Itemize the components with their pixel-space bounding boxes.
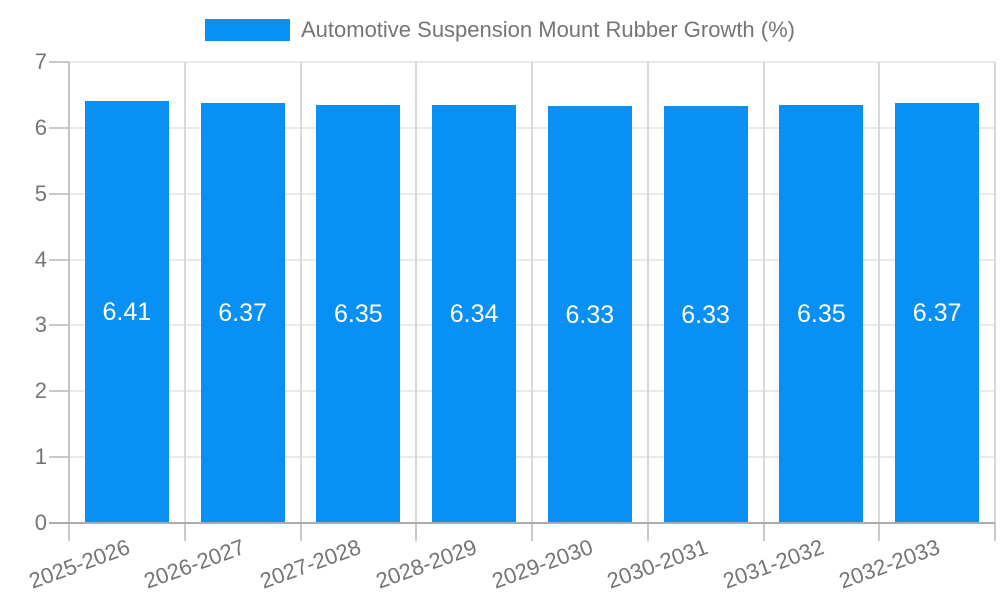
bar: 6.35 — [779, 104, 864, 523]
y-axis-tick — [49, 258, 69, 261]
y-axis-tick-label: 3 — [34, 312, 47, 338]
y-axis-tick — [49, 126, 69, 129]
x-axis-tick — [299, 523, 302, 541]
y-axis-tick — [49, 61, 69, 63]
x-axis-tick — [68, 523, 70, 541]
x-axis-category-label: 2027-2028 — [256, 534, 365, 594]
y-axis-tick — [49, 324, 69, 327]
x-axis-category-label: 2032-2033 — [835, 534, 943, 594]
legend-series-label: Automotive Suspension Mount Rubber Growt… — [300, 17, 795, 42]
x-axis-tick — [994, 523, 996, 541]
x-axis-category-label: 2030-2031 — [604, 534, 712, 594]
vertical-gridline — [299, 62, 302, 523]
bar-value-label: 6.41 — [102, 297, 152, 326]
x-axis-category-label: 2025-2026 — [25, 534, 133, 594]
bar: 6.33 — [663, 106, 748, 523]
x-axis-tick — [878, 523, 881, 541]
bar: 6.41 — [84, 100, 169, 523]
bar: 6.37 — [895, 103, 980, 523]
vertical-gridline — [531, 62, 533, 523]
bar: 6.34 — [432, 105, 517, 523]
vertical-gridline — [646, 62, 649, 523]
vertical-gridline — [994, 62, 996, 523]
y-axis-tick — [49, 192, 69, 195]
y-axis-tick — [49, 390, 69, 393]
bar: 6.33 — [547, 106, 632, 523]
x-axis-tick — [646, 523, 649, 541]
x-axis-category-label: 2029-2030 — [488, 534, 596, 594]
y-axis-tick-label: 0 — [34, 510, 47, 535]
y-axis-line — [68, 62, 70, 523]
x-axis-category-label: 2031-2032 — [719, 534, 828, 594]
y-axis-tick-label: 4 — [34, 246, 47, 272]
bar: 6.35 — [316, 104, 401, 523]
bar: 6.37 — [200, 103, 285, 523]
chart-legend: Automotive Suspension Mount Rubber Growt… — [0, 17, 1000, 43]
x-axis-category-label: 2026-2027 — [141, 534, 249, 594]
y-axis-tick-label: 2 — [34, 378, 47, 404]
y-axis-tick-label: 6 — [34, 114, 47, 140]
vertical-gridline — [415, 62, 418, 523]
x-axis-tick — [531, 523, 533, 541]
y-axis-tick-label: 5 — [34, 180, 47, 206]
y-axis-tick-label: 1 — [34, 444, 47, 470]
vertical-gridline — [878, 62, 881, 523]
x-axis-tick — [762, 523, 765, 541]
y-axis-tick-label: 7 — [34, 49, 47, 74]
x-axis-tick — [183, 523, 186, 541]
bar-value-label: 6.35 — [334, 299, 383, 328]
y-axis-tick — [49, 456, 69, 459]
x-axis-category-label: 2028-2029 — [372, 534, 480, 594]
bar-value-label: 6.33 — [565, 300, 615, 329]
bar-value-label: 6.37 — [912, 299, 962, 328]
bar-value-label: 6.34 — [449, 300, 499, 329]
bar-value-label: 6.33 — [681, 300, 730, 329]
vertical-gridline — [183, 62, 186, 523]
bar-value-label: 6.35 — [797, 299, 846, 328]
x-axis-line — [49, 522, 995, 524]
bar-value-label: 6.37 — [218, 299, 267, 328]
legend-swatch-icon — [204, 19, 290, 41]
x-axis-tick — [415, 523, 418, 541]
vertical-gridline — [762, 62, 765, 523]
